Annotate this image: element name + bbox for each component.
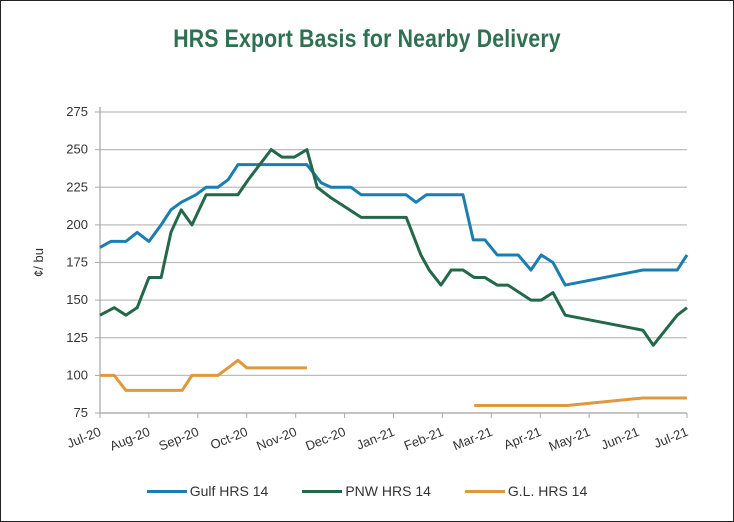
y-tick-label: 100 [66, 367, 88, 382]
y-tick-label: 275 [66, 104, 88, 119]
legend-label-gl: G.L. HRS 14 [507, 483, 588, 499]
x-tick-label: Jun-21 [599, 424, 641, 453]
series-line-pnw-hrs-14 [99, 148, 688, 347]
x-tick-label: Nov-20 [254, 424, 298, 454]
y-axis-label: ¢/ bu [31, 248, 46, 277]
legend-label-pnw: PNW HRS 14 [345, 483, 431, 499]
y-tick-label: 125 [66, 330, 88, 345]
y-tick-label: 250 [66, 142, 88, 157]
x-tick-label: Jan-21 [354, 424, 396, 453]
legend-swatch-gl [464, 489, 505, 493]
series-line-g-l-hrs-14 [100, 358, 307, 392]
y-tick-label: 200 [66, 217, 88, 232]
series-line-gulf-hrs-14 [99, 163, 689, 287]
x-tick-label: Jul-21 [652, 424, 690, 451]
y-tick-label: 225 [66, 179, 88, 194]
chart-title: HRS Export Basis for Nearby Delivery [173, 25, 561, 53]
legend-swatch-pnw [302, 489, 343, 493]
x-tick-label: Aug-20 [108, 424, 152, 454]
x-tick-label: Dec-20 [303, 424, 347, 454]
legend-label-gulf: Gulf HRS 14 [189, 483, 269, 499]
x-tick-label: Mar-21 [451, 424, 495, 453]
legend-item-gl: G.L. HRS 14 [464, 483, 588, 499]
x-tick-label: Sep-20 [156, 424, 200, 454]
series-line-g-l-hrs-14 [474, 396, 687, 407]
x-tick-label: Apr-21 [502, 424, 544, 453]
legend-item-pnw: PNW HRS 14 [302, 483, 431, 499]
x-tick-label: Jul-20 [65, 424, 103, 451]
x-tick-label: May-21 [546, 424, 592, 454]
y-tick-label: 150 [66, 292, 88, 307]
legend-item-gulf: Gulf HRS 14 [146, 483, 269, 499]
y-tick-label: 175 [66, 255, 88, 270]
legend: Gulf HRS 14 PNW HRS 14 G.L. HRS 14 [1, 483, 733, 499]
x-tick-label: Oct-20 [208, 424, 250, 453]
y-tick-label: 75 [74, 405, 88, 420]
legend-swatch-gulf [146, 489, 187, 493]
x-tick-label: Feb-21 [402, 424, 446, 453]
